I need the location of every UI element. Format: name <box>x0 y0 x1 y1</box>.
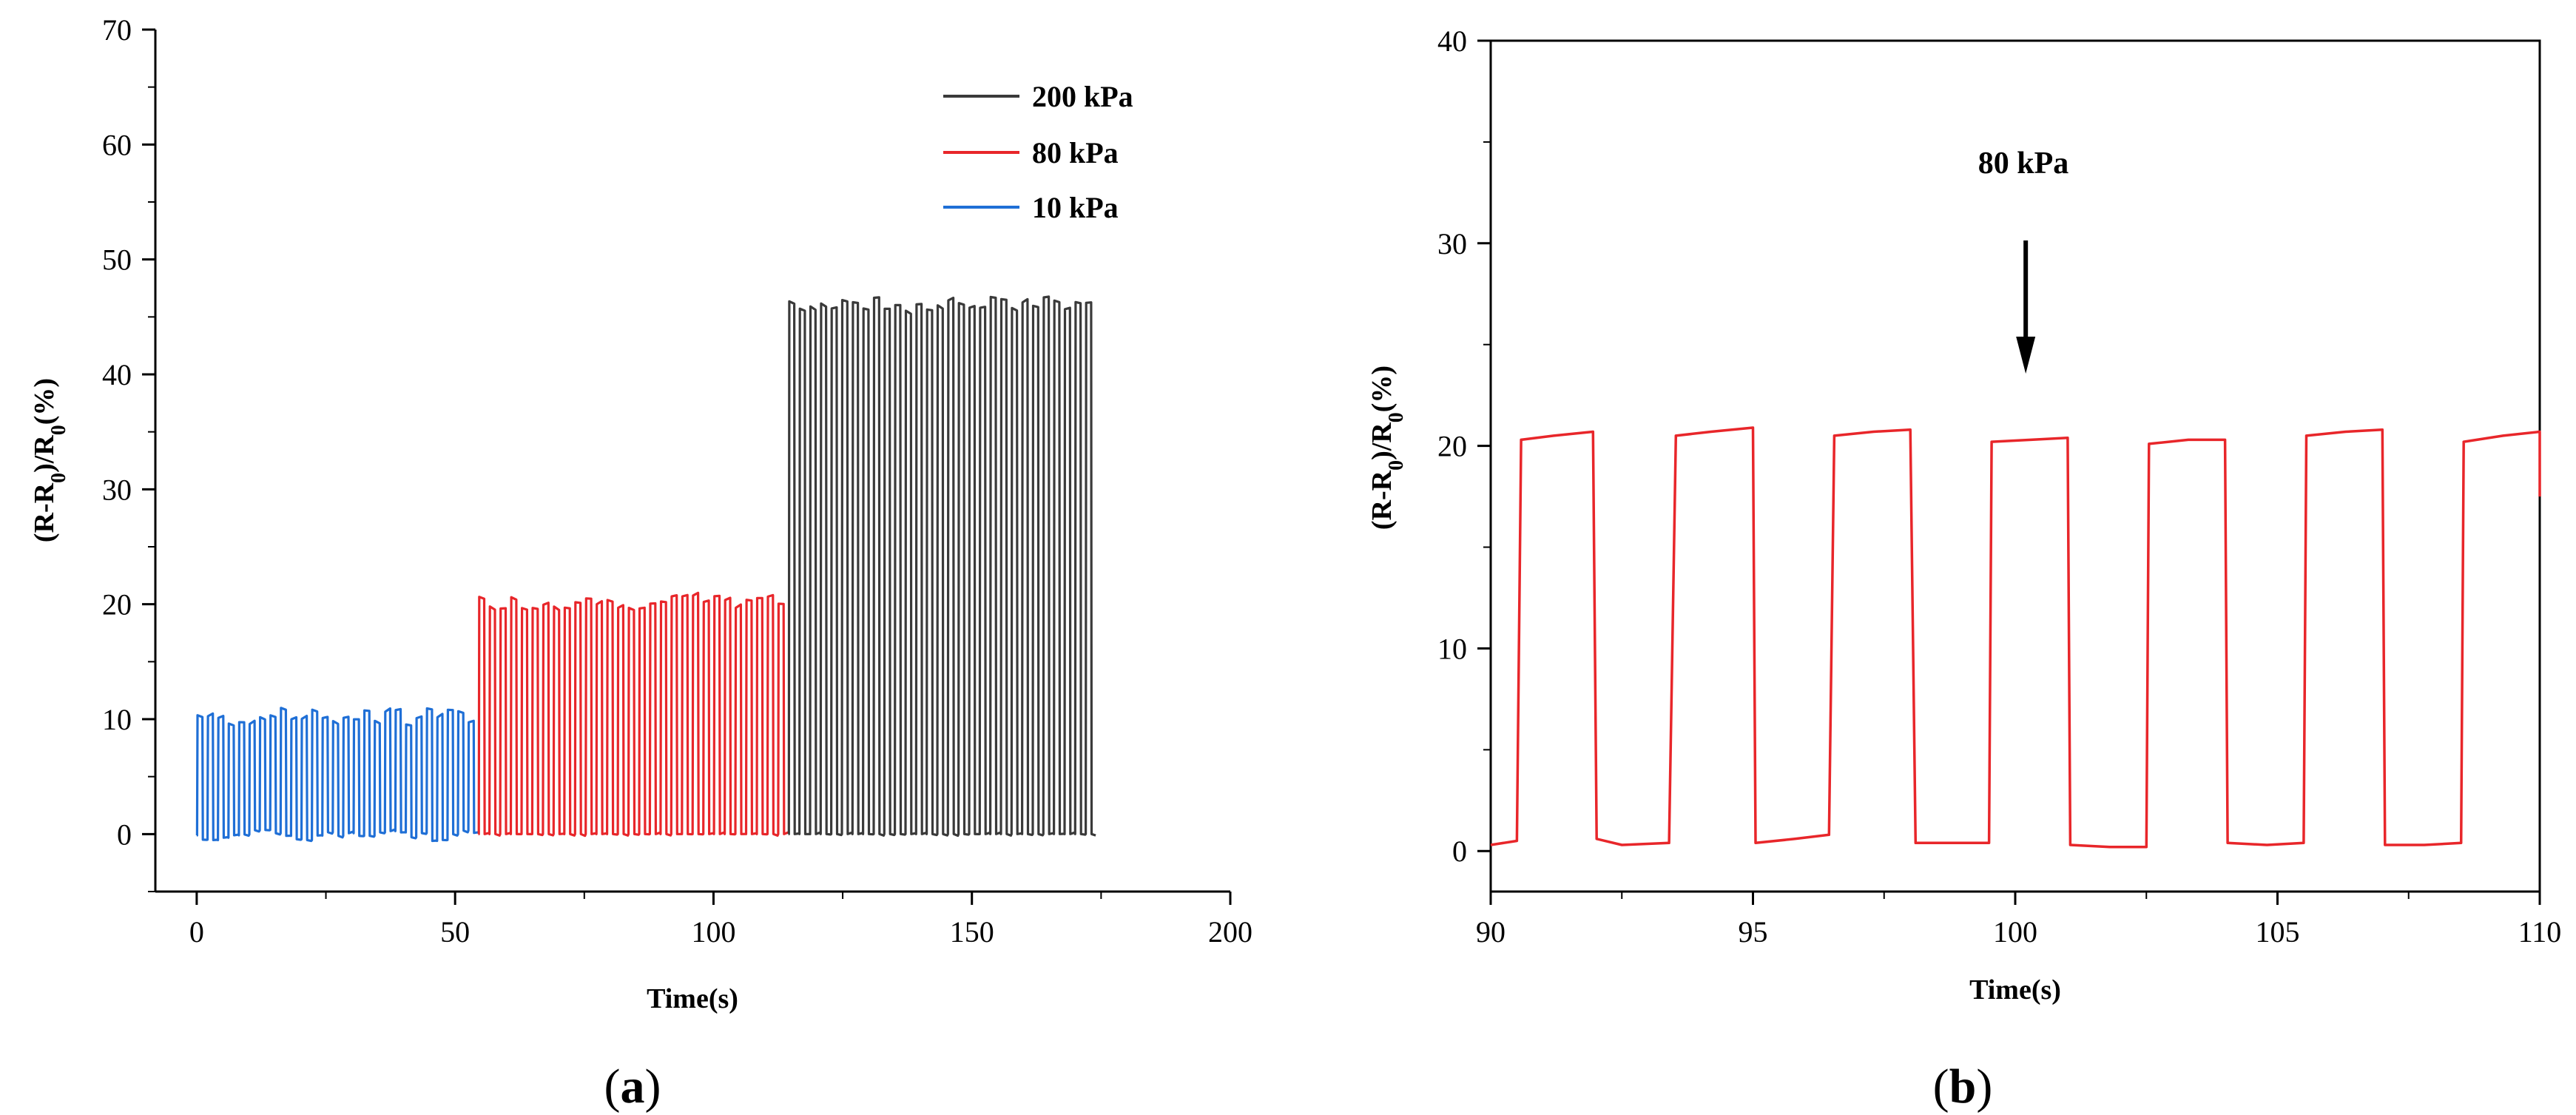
legend-label-200kpa: 200 kPa <box>1032 80 1133 113</box>
legend-label-10kpa: 10 kPa <box>1032 191 1119 224</box>
y-tick-label: 10 <box>102 703 132 736</box>
y-tick-label: 40 <box>1437 24 1467 58</box>
x-tick-label: 200 <box>1208 915 1252 949</box>
chart-b-panel-label: (b) <box>1933 1060 1993 1114</box>
series-line-80kpa <box>477 591 789 838</box>
chart-a-x-label: Time(s) <box>647 983 738 1014</box>
chart-a: 0 50 100 150 200 0 10 20 30 40 50 60 70 200 kPa 80 k… <box>29 13 1252 1114</box>
chart-a-legend: 200 kPa 80 kPa 10 kPa <box>943 80 1133 224</box>
series-line-200kpa <box>787 295 1096 838</box>
x-tick-label: 0 <box>189 915 204 949</box>
y-tick-label: 0 <box>1452 835 1467 868</box>
arrow-head <box>2016 337 2036 374</box>
chart-a-ticks: 0 50 100 150 200 0 10 20 30 40 50 60 70 <box>102 13 1252 949</box>
chart-b: 90 95 100 105 110 0 10 20 30 40 80 kPa Time(s) (R… <box>1366 24 2561 1114</box>
y-tick-label: 50 <box>102 243 132 277</box>
chart-b-series <box>1490 426 2541 849</box>
y-tick-label: 40 <box>102 358 132 391</box>
chart-b-y-label: (R-R0)/R0(%) <box>1366 366 1408 530</box>
y-tick-label: 20 <box>1437 430 1467 463</box>
x-tick-label: 105 <box>2256 915 2300 949</box>
y-tick-label: 0 <box>117 818 132 851</box>
chart-b-ticks: 90 95 100 105 110 0 10 20 30 40 <box>1437 24 2561 949</box>
x-tick-label: 150 <box>950 915 994 949</box>
x-tick-label: 100 <box>1993 915 2037 949</box>
x-tick-label: 100 <box>691 915 735 949</box>
series-line-80kpa <box>1490 426 2541 849</box>
chart-b-x-label: Time(s) <box>1969 974 2061 1005</box>
y-tick-label: 10 <box>1437 632 1467 665</box>
chart-a-series <box>195 295 1096 843</box>
chart-b-annotation-arrow <box>2016 240 2036 374</box>
y-tick-label: 30 <box>1437 227 1467 260</box>
x-tick-label: 50 <box>440 915 470 949</box>
y-tick-label: 70 <box>102 13 132 47</box>
chart-b-annotation: 80 kPa <box>1978 146 2069 181</box>
chart-a-y-label: (R-R0)/R0(%) <box>29 378 70 542</box>
legend-label-80kpa: 80 kPa <box>1032 136 1119 169</box>
x-tick-label: 110 <box>2518 915 2562 949</box>
chart-a-panel-label: (a) <box>604 1060 661 1114</box>
y-tick-label: 60 <box>102 128 132 161</box>
x-tick-label: 95 <box>1739 915 1768 949</box>
y-tick-label: 30 <box>102 473 132 506</box>
x-tick-label: 90 <box>1476 915 1506 949</box>
series-line-10kpa <box>195 707 479 843</box>
y-tick-label: 20 <box>102 588 132 621</box>
